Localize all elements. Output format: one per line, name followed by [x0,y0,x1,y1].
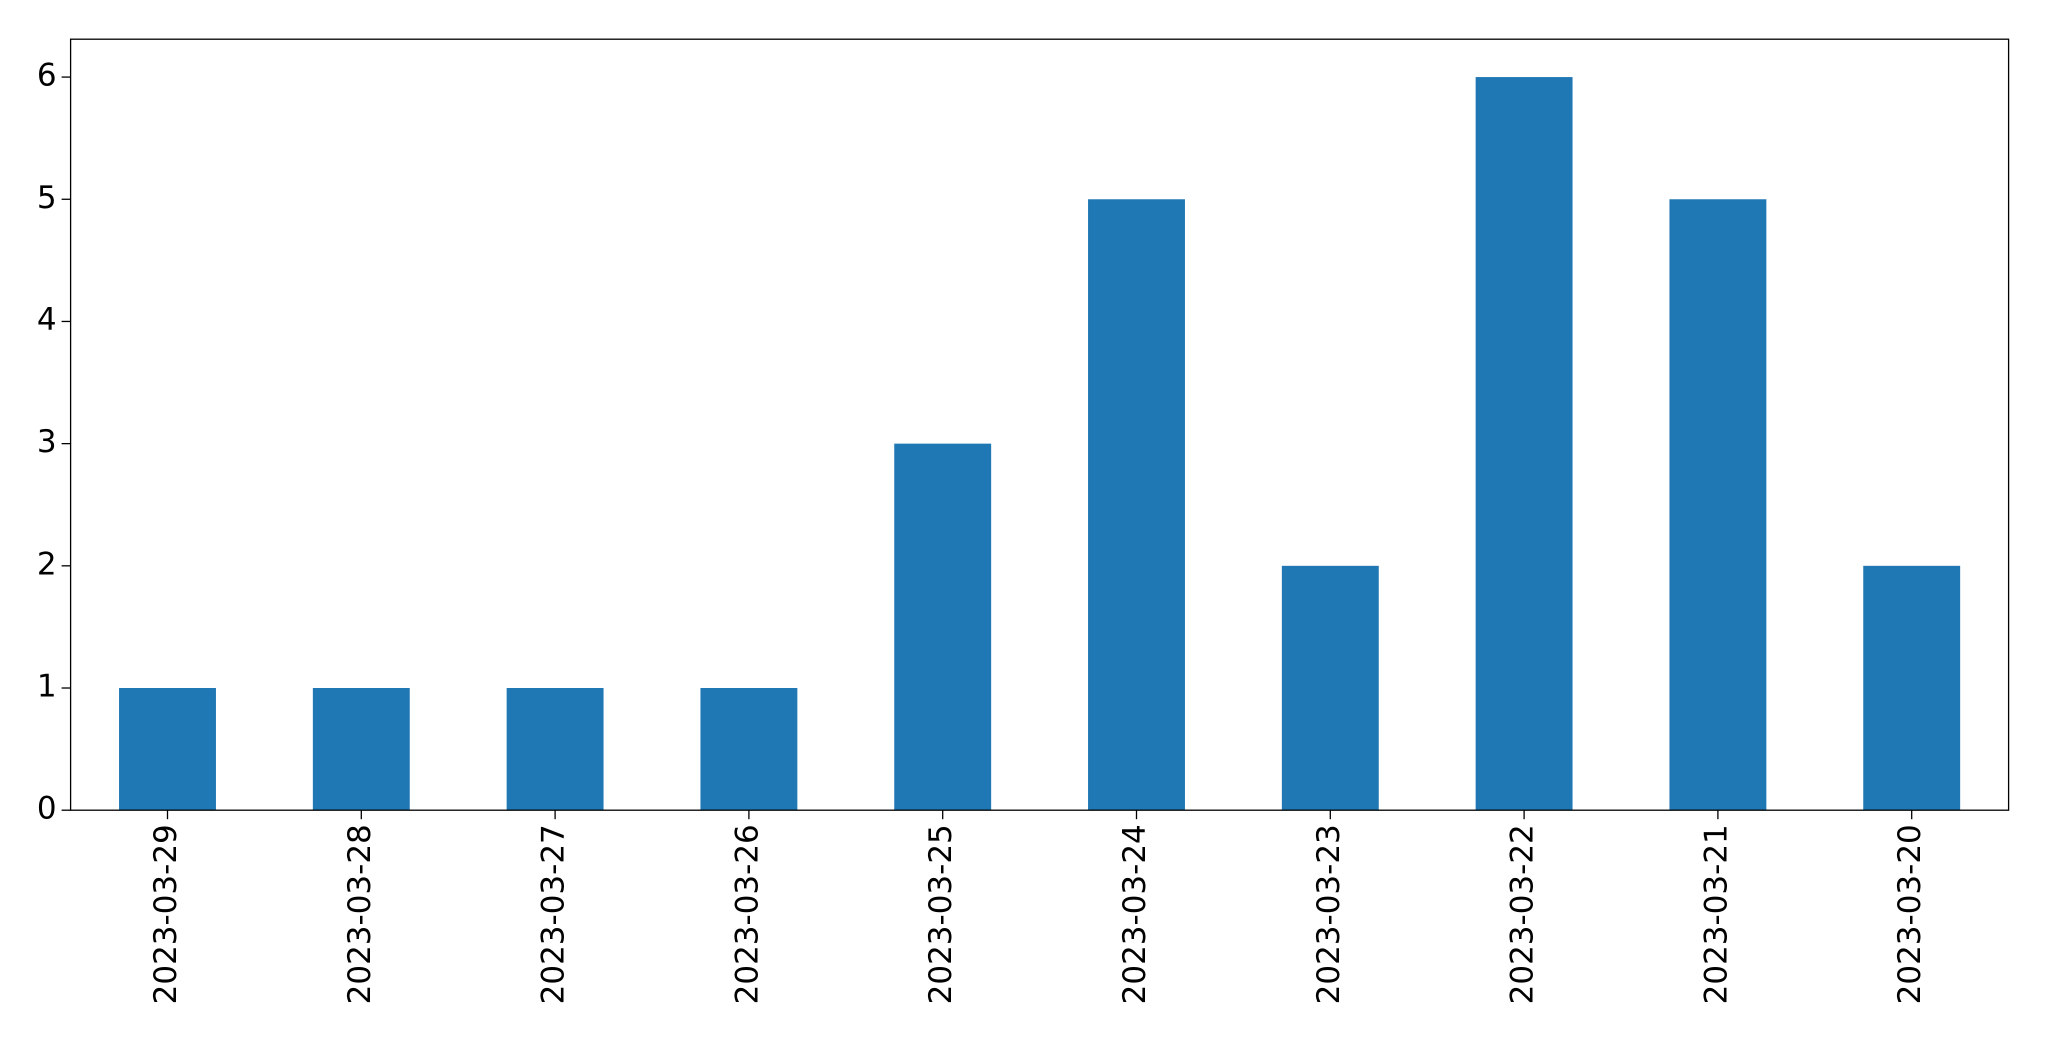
x-tick-label: 2023-03-23 [1311,824,1347,1004]
y-tick-label: 6 [37,58,57,94]
x-tick-label: 2023-03-28 [342,824,378,1004]
bar [1088,199,1185,811]
x-tick-label: 2023-03-29 [148,824,184,1004]
bar [1475,77,1573,811]
bar [894,443,992,811]
x-tick-label: 2023-03-26 [729,824,765,1004]
y-tick-label: 5 [37,180,57,216]
y-tick-label: 3 [37,424,57,460]
plot-frame [69,38,2010,811]
x-tick-label: 2023-03-25 [923,824,959,1004]
bar [312,688,410,811]
x-tick-label: 2023-03-21 [1698,824,1734,1004]
y-tick-label: 0 [37,791,57,827]
y-tick-label: 1 [37,669,57,705]
x-tick-label: 2023-03-24 [1117,824,1153,1004]
bar [1669,199,1767,811]
bar [1281,565,1379,811]
y-tick-label: 2 [37,546,57,582]
bar [506,688,604,811]
bar [1863,565,1961,811]
x-tick-label: 2023-03-22 [1505,824,1541,1004]
y-tick-label: 4 [37,302,57,338]
x-tick-label: 2023-03-20 [1892,824,1928,1004]
bar [700,688,798,811]
x-tick-label: 2023-03-27 [536,824,572,1004]
bar [119,688,216,811]
